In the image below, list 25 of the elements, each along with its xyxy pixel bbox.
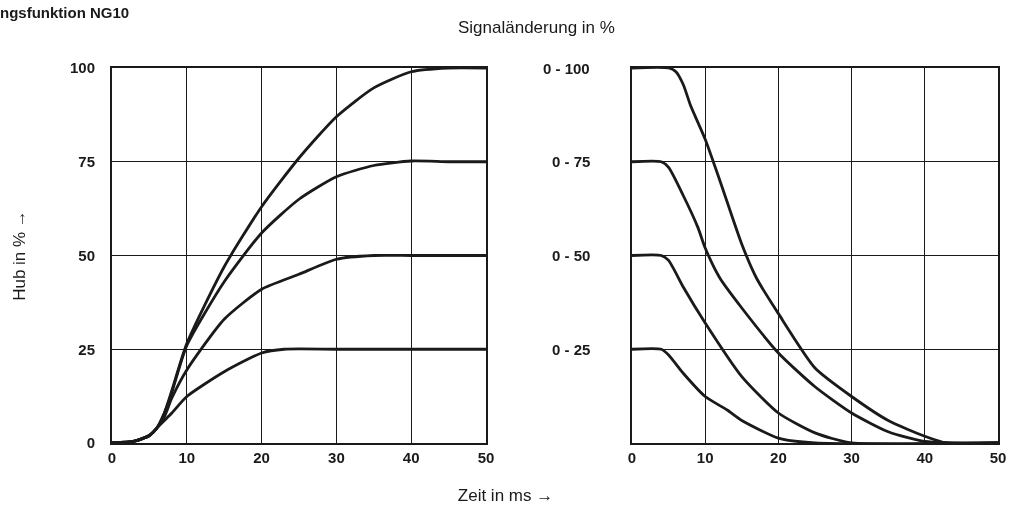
x-tick-label: 0 <box>107 449 117 466</box>
x-tick-label: 20 <box>770 449 787 466</box>
y-tick-label: 25 <box>78 340 95 358</box>
x-tick-label: 50 <box>989 449 1007 466</box>
x-axis-title: Zeit in ms → <box>456 486 555 506</box>
y-axis-title: Hub in % → <box>10 210 30 301</box>
y-tick-label: 50 <box>78 246 95 264</box>
x-tick-label: 40 <box>402 449 420 466</box>
x-tick-label: 10 <box>696 449 714 466</box>
chart-title: ngsfunktion NG10 <box>0 4 130 21</box>
y-tick-label: 100 <box>69 59 95 77</box>
x-tick-label: 0 <box>627 449 637 466</box>
x-tick-label: 30 <box>843 449 860 466</box>
x-tick-label: 10 <box>178 449 196 466</box>
text: 0 - 50 <box>552 247 591 264</box>
x-tick-label: 50 <box>477 449 495 466</box>
x-tick-label: 30 <box>328 449 345 466</box>
text: 0 - 25 <box>552 341 591 358</box>
text: 0 - 100 <box>543 60 590 77</box>
x-tick-label: 40 <box>916 449 934 466</box>
text: 0 - 75 <box>552 153 591 170</box>
x-tick-label: 20 <box>253 449 270 466</box>
y-tick-label: 0 <box>86 434 95 452</box>
y-axis-title: Signaländerung in % <box>458 18 615 38</box>
y-tick-label: 75 <box>78 153 95 170</box>
